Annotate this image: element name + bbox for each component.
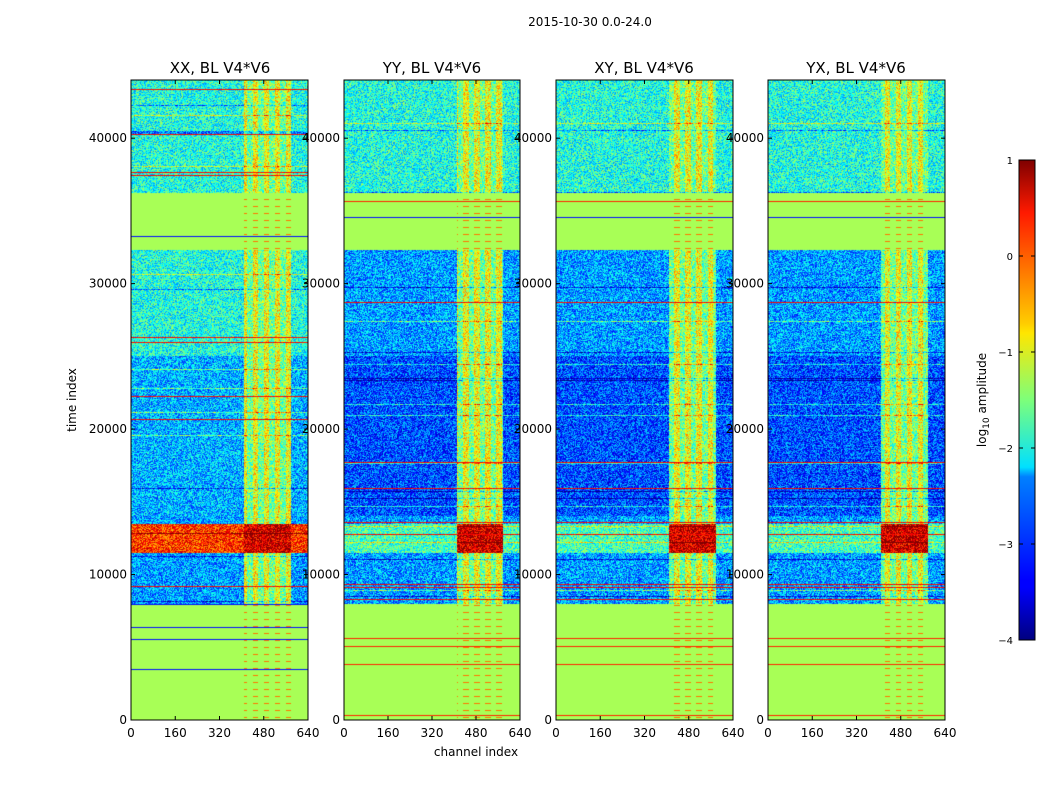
x-tick-label: 160 <box>589 726 612 740</box>
y-tick-label: 30000 <box>726 277 764 291</box>
y-tick-label: 40000 <box>302 131 340 145</box>
x-tick-label: 160 <box>801 726 824 740</box>
x-tick-label: 640 <box>934 726 957 740</box>
ticks-yy: 0 160 320 480 640 0 10000 20000 30000 40000 <box>302 80 532 740</box>
heatmap-xy <box>556 80 733 720</box>
x-tick-label: 0 <box>764 726 772 740</box>
colorbar-label: log10 amplitude <box>975 353 992 447</box>
x-tick-label: 480 <box>889 726 912 740</box>
colorbar-tick-label: 0 <box>1007 252 1013 263</box>
panel-title-yy: YY, BL V4*V6 <box>382 59 481 77</box>
ticks-xy: 0 160 320 480 640 0 10000 20000 30000 40000 <box>514 80 745 740</box>
y-tick-label: 30000 <box>302 277 340 291</box>
panel-title-xy: XY, BL V4*V6 <box>594 59 694 77</box>
x-tick-label: 0 <box>127 726 135 740</box>
y-tick-label: 20000 <box>726 422 764 436</box>
heatmap-xx <box>131 80 308 720</box>
heatmap-yy <box>344 80 520 720</box>
heatmap-yx <box>768 80 945 720</box>
panel-xy: XY, BL V4*V6 0 160 320 480 640 0 10000 20000 300… <box>514 59 745 740</box>
colorbar-tick-label: −3 <box>998 540 1013 551</box>
y-tick-label: 30000 <box>89 277 127 291</box>
y-tick-label: 0 <box>332 713 340 727</box>
y-tick-label: 10000 <box>726 568 764 582</box>
y-tick-label: 20000 <box>302 422 340 436</box>
x-tick-label: 640 <box>722 726 745 740</box>
x-axis-label: channel index <box>434 745 518 759</box>
y-tick-label: 0 <box>119 713 127 727</box>
y-tick-label: 10000 <box>302 568 340 582</box>
ticks-yx: 0 160 320 480 640 0 10000 20000 30000 40000 <box>726 80 957 740</box>
colorbar-tick-label: −2 <box>998 444 1013 455</box>
colorbar-gradient <box>1018 159 1036 641</box>
panel-yx: YX, BL V4*V6 0 160 320 480 640 0 10000 20000 300… <box>726 59 957 740</box>
x-tick-label: 160 <box>377 726 400 740</box>
x-tick-label: 320 <box>845 726 868 740</box>
y-tick-label: 10000 <box>514 568 552 582</box>
y-tick-label: 0 <box>544 713 552 727</box>
y-axis-label: time index <box>65 368 79 432</box>
y-tick-label: 20000 <box>514 422 552 436</box>
colorbar: 1 0 −1 −2 −3 −4 log10 amplitude <box>975 156 1036 647</box>
colorbar-tick-label: −1 <box>998 348 1013 359</box>
y-tick-label: 30000 <box>514 277 552 291</box>
x-tick-label: 480 <box>677 726 700 740</box>
panel-title-yx: YX, BL V4*V6 <box>805 59 906 77</box>
x-tick-label: 480 <box>252 726 275 740</box>
figure-suptitle: 2015-10-30 0.0-24.0 <box>528 15 652 29</box>
colorbar-tick-label: 1 <box>1007 156 1013 167</box>
y-tick-label: 20000 <box>89 422 127 436</box>
panel-xx: XX, BL V4*V6 0 160 320 480 640 0 10000 20000 300… <box>89 59 320 740</box>
x-tick-label: 320 <box>208 726 231 740</box>
x-tick-label: 160 <box>164 726 187 740</box>
x-tick-label: 0 <box>552 726 560 740</box>
panel-title-xx: XX, BL V4*V6 <box>170 59 271 77</box>
x-tick-label: 320 <box>421 726 444 740</box>
y-tick-label: 40000 <box>89 131 127 145</box>
x-tick-label: 320 <box>633 726 656 740</box>
y-tick-label: 10000 <box>89 568 127 582</box>
y-tick-label: 40000 <box>514 131 552 145</box>
x-tick-label: 0 <box>340 726 348 740</box>
panel-yy: YY, BL V4*V6 0 160 320 480 640 0 10000 20000 300… <box>302 59 532 740</box>
ticks-xx: 0 160 320 480 640 0 10000 20000 30000 40000 <box>89 80 320 740</box>
x-tick-label: 640 <box>297 726 320 740</box>
x-tick-label: 480 <box>465 726 488 740</box>
colorbar-tick-label: −4 <box>998 636 1013 647</box>
colorbar-ticks: 1 0 −1 −2 −3 −4 <box>998 156 1035 647</box>
y-tick-label: 40000 <box>726 131 764 145</box>
x-tick-label: 640 <box>509 726 532 740</box>
y-tick-label: 0 <box>756 713 764 727</box>
